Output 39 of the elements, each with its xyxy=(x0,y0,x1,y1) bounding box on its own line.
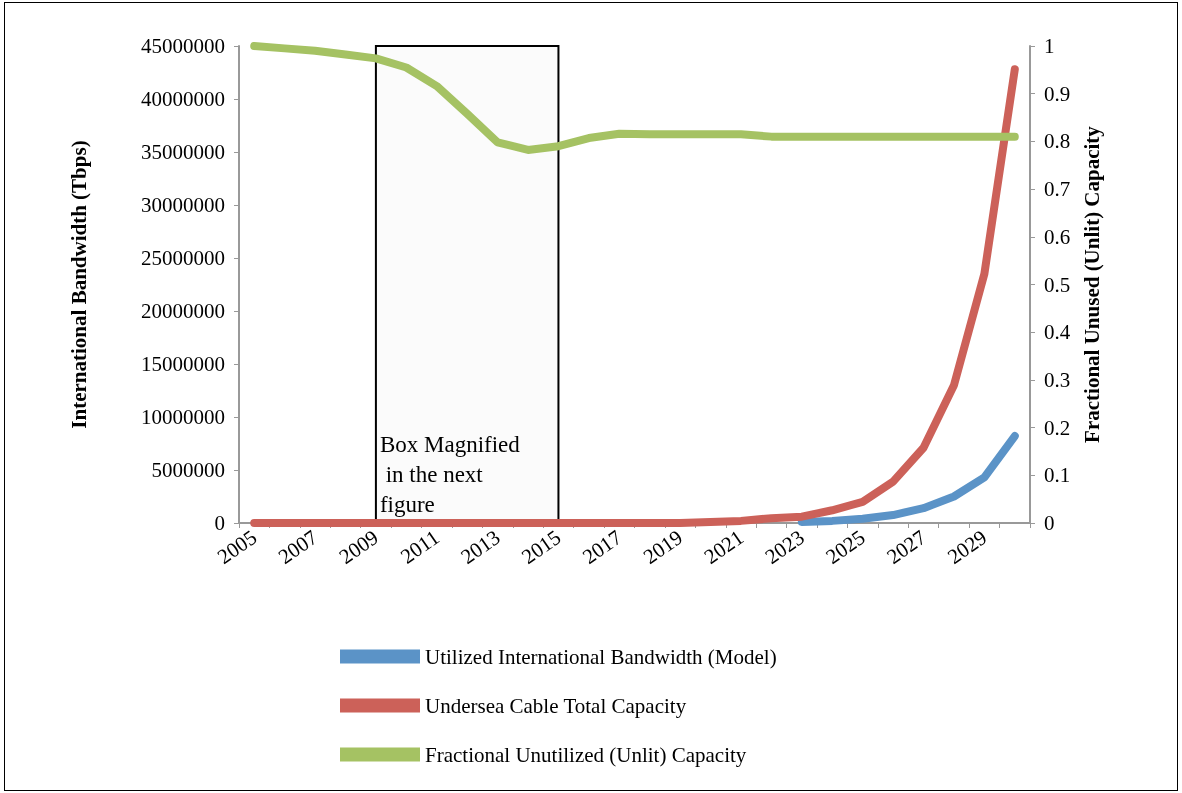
y2-tick-label: 0.5 xyxy=(1044,272,1071,297)
y2-tick-label: 0.8 xyxy=(1044,129,1071,154)
y2-tick-label: 0.4 xyxy=(1044,320,1071,345)
y2-axis-title: Fractional Unused (Unlit) Capacity xyxy=(1079,125,1104,443)
y-tick-label: 10000000 xyxy=(141,405,225,429)
y2-tick-label: 0.6 xyxy=(1044,224,1071,249)
y2-tick-label: 0.9 xyxy=(1044,81,1071,106)
y-axis-title: International Bandwidth (Tbps) xyxy=(66,140,91,429)
x-tick-label: 2017 xyxy=(578,525,627,569)
legend-label: Fractional Unutilized (Unlit) Capacity xyxy=(425,742,747,767)
legend-label: Utilized International Bandwidth (Model) xyxy=(425,644,777,669)
y-tick-label: 45000000 xyxy=(141,34,225,58)
y2-tick-label: 0.7 xyxy=(1044,177,1071,202)
x-tick-label: 2025 xyxy=(821,525,870,569)
y-tick-label: 25000000 xyxy=(141,246,225,270)
x-tick-label: 2013 xyxy=(456,525,505,569)
x-tick-label: 2021 xyxy=(699,525,748,569)
x-tick-label: 2009 xyxy=(334,525,383,569)
legend-label: Undersea Cable Total Capacity xyxy=(425,693,687,718)
y2-tick-label: 0.3 xyxy=(1044,367,1071,392)
x-tick-label: 2023 xyxy=(760,525,809,569)
y2-tick-label: 0.2 xyxy=(1044,415,1071,440)
y-tick-label: 5000000 xyxy=(151,458,225,482)
band-label: Box Magnified in the next figure xyxy=(379,431,521,517)
x-tick-label: 2015 xyxy=(517,525,566,569)
x-tick-label: 2007 xyxy=(273,525,322,569)
y-tick-label: 0 xyxy=(214,511,225,535)
y2-tick-label: 0 xyxy=(1044,511,1055,535)
x-tick-label: 2019 xyxy=(638,525,688,569)
y-tick-label: 20000000 xyxy=(141,299,225,323)
x-tick-label: 2029 xyxy=(943,525,992,569)
y-tick-label: 40000000 xyxy=(141,87,225,111)
y-tick-label: 30000000 xyxy=(141,193,225,217)
y-tick-label: 35000000 xyxy=(141,140,225,164)
y2-tick-label: 0.1 xyxy=(1044,463,1071,488)
y-tick-label: 15000000 xyxy=(141,352,225,376)
x-tick-label: 2027 xyxy=(882,525,931,569)
y2-tick-label: 1 xyxy=(1044,34,1055,58)
x-tick-label: 2011 xyxy=(396,525,444,569)
